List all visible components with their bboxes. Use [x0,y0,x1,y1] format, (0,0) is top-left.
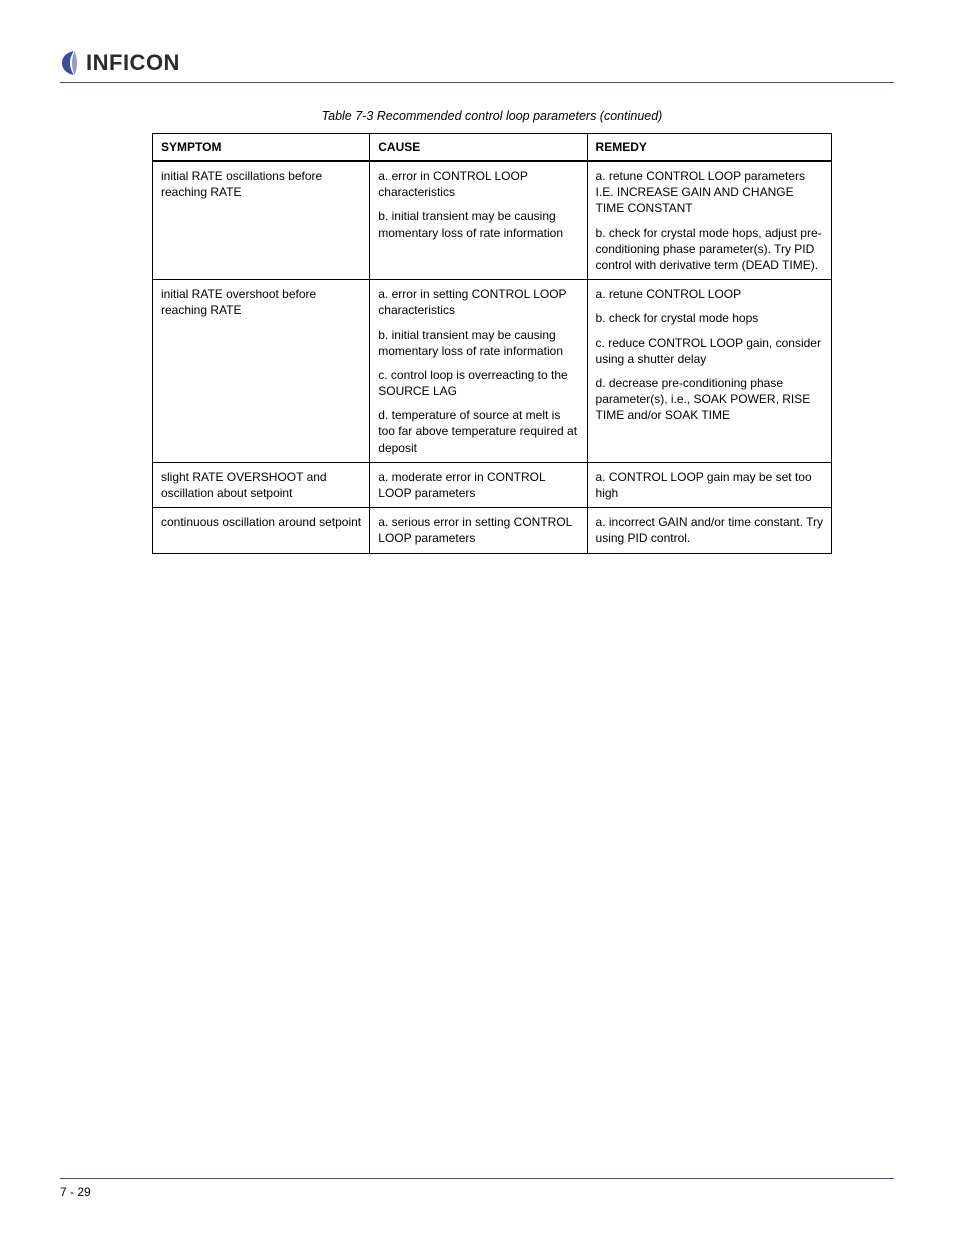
cause-line: d. temperature of source at melt is too … [378,407,578,456]
cause-line: a. error in CONTROL LOOP characteristics [378,168,578,200]
cell-remedy: a. CONTROL LOOP gain may be set too high [587,462,831,507]
symptom-line: slight RATE OVERSHOOT and oscillation ab… [161,469,361,501]
inficon-mark-icon [60,50,80,76]
table-row: continuous oscillation around setpoint a.… [153,508,832,553]
table-row: initial RATE overshoot before reaching R… [153,280,832,463]
symptom-line: initial RATE oscillations before reachin… [161,168,361,200]
cell-remedy: a. retune CONTROL LOOP parameters I.E. I… [587,161,831,280]
remedy-line: b. check for crystal mode hops, adjust p… [596,225,823,274]
remedy-line: a. retune CONTROL LOOP [596,286,823,302]
table-row: slight RATE OVERSHOOT and oscillation ab… [153,462,832,507]
table-caption: Table 7-3 Recommended control loop param… [152,109,832,123]
cell-symptom: initial RATE overshoot before reaching R… [153,280,370,463]
cell-cause: a. serious error in setting CONTROL LOOP… [370,508,587,553]
header-rule [60,82,894,83]
col-header-symptom: SYMPTOM [153,134,370,162]
cell-cause: a. moderate error in CONTROL LOOP parame… [370,462,587,507]
cell-remedy: a. retune CONTROL LOOP b. check for cryst… [587,280,831,463]
brand-text: INFICON [86,50,180,76]
cell-symptom: initial RATE oscillations before reachin… [153,161,370,280]
remedy-line: d. decrease pre-conditioning phase param… [596,375,823,424]
cell-remedy: a. incorrect GAIN and/or time constant. … [587,508,831,553]
cell-symptom: continuous oscillation around setpoint [153,508,370,553]
cell-symptom: slight RATE OVERSHOOT and oscillation ab… [153,462,370,507]
remedy-line: c. reduce CONTROL LOOP gain, consider us… [596,335,823,367]
page-footer: 7 - 29 [60,1178,894,1199]
cause-line: b. initial transient may be causing mome… [378,208,578,240]
cause-line: a. serious error in setting CONTROL LOOP… [378,514,578,546]
cause-line: a. error in setting CONTROL LOOP charact… [378,286,578,318]
symptom-line: initial RATE overshoot before reaching R… [161,286,361,318]
cause-line: a. moderate error in CONTROL LOOP parame… [378,469,578,501]
remedy-line: a. CONTROL LOOP gain may be set too high [596,469,823,501]
remedy-line: a. retune CONTROL LOOP parameters I.E. I… [596,168,823,217]
cause-line: b. initial transient may be causing mome… [378,327,578,359]
page-header: INFICON [60,50,894,76]
footer-rule [60,1178,894,1179]
table-row: initial RATE oscillations before reachin… [153,161,832,280]
control-loop-table: SYMPTOM CAUSE REMEDY initial RATE oscill… [152,133,832,554]
cell-cause: a. error in setting CONTROL LOOP charact… [370,280,587,463]
cause-line: c. control loop is overreacting to the S… [378,367,578,399]
footer-page-number: 7 - 29 [60,1185,91,1199]
brand-logo: INFICON [60,50,180,76]
cell-cause: a. error in CONTROL LOOP characteristics… [370,161,587,280]
table-body: initial RATE oscillations before reachin… [153,161,832,553]
symptom-line: continuous oscillation around setpoint [161,514,361,530]
table-header-row: SYMPTOM CAUSE REMEDY [153,134,832,162]
remedy-line: a. incorrect GAIN and/or time constant. … [596,514,823,546]
remedy-line: b. check for crystal mode hops [596,310,823,326]
col-header-cause: CAUSE [370,134,587,162]
col-header-remedy: REMEDY [587,134,831,162]
